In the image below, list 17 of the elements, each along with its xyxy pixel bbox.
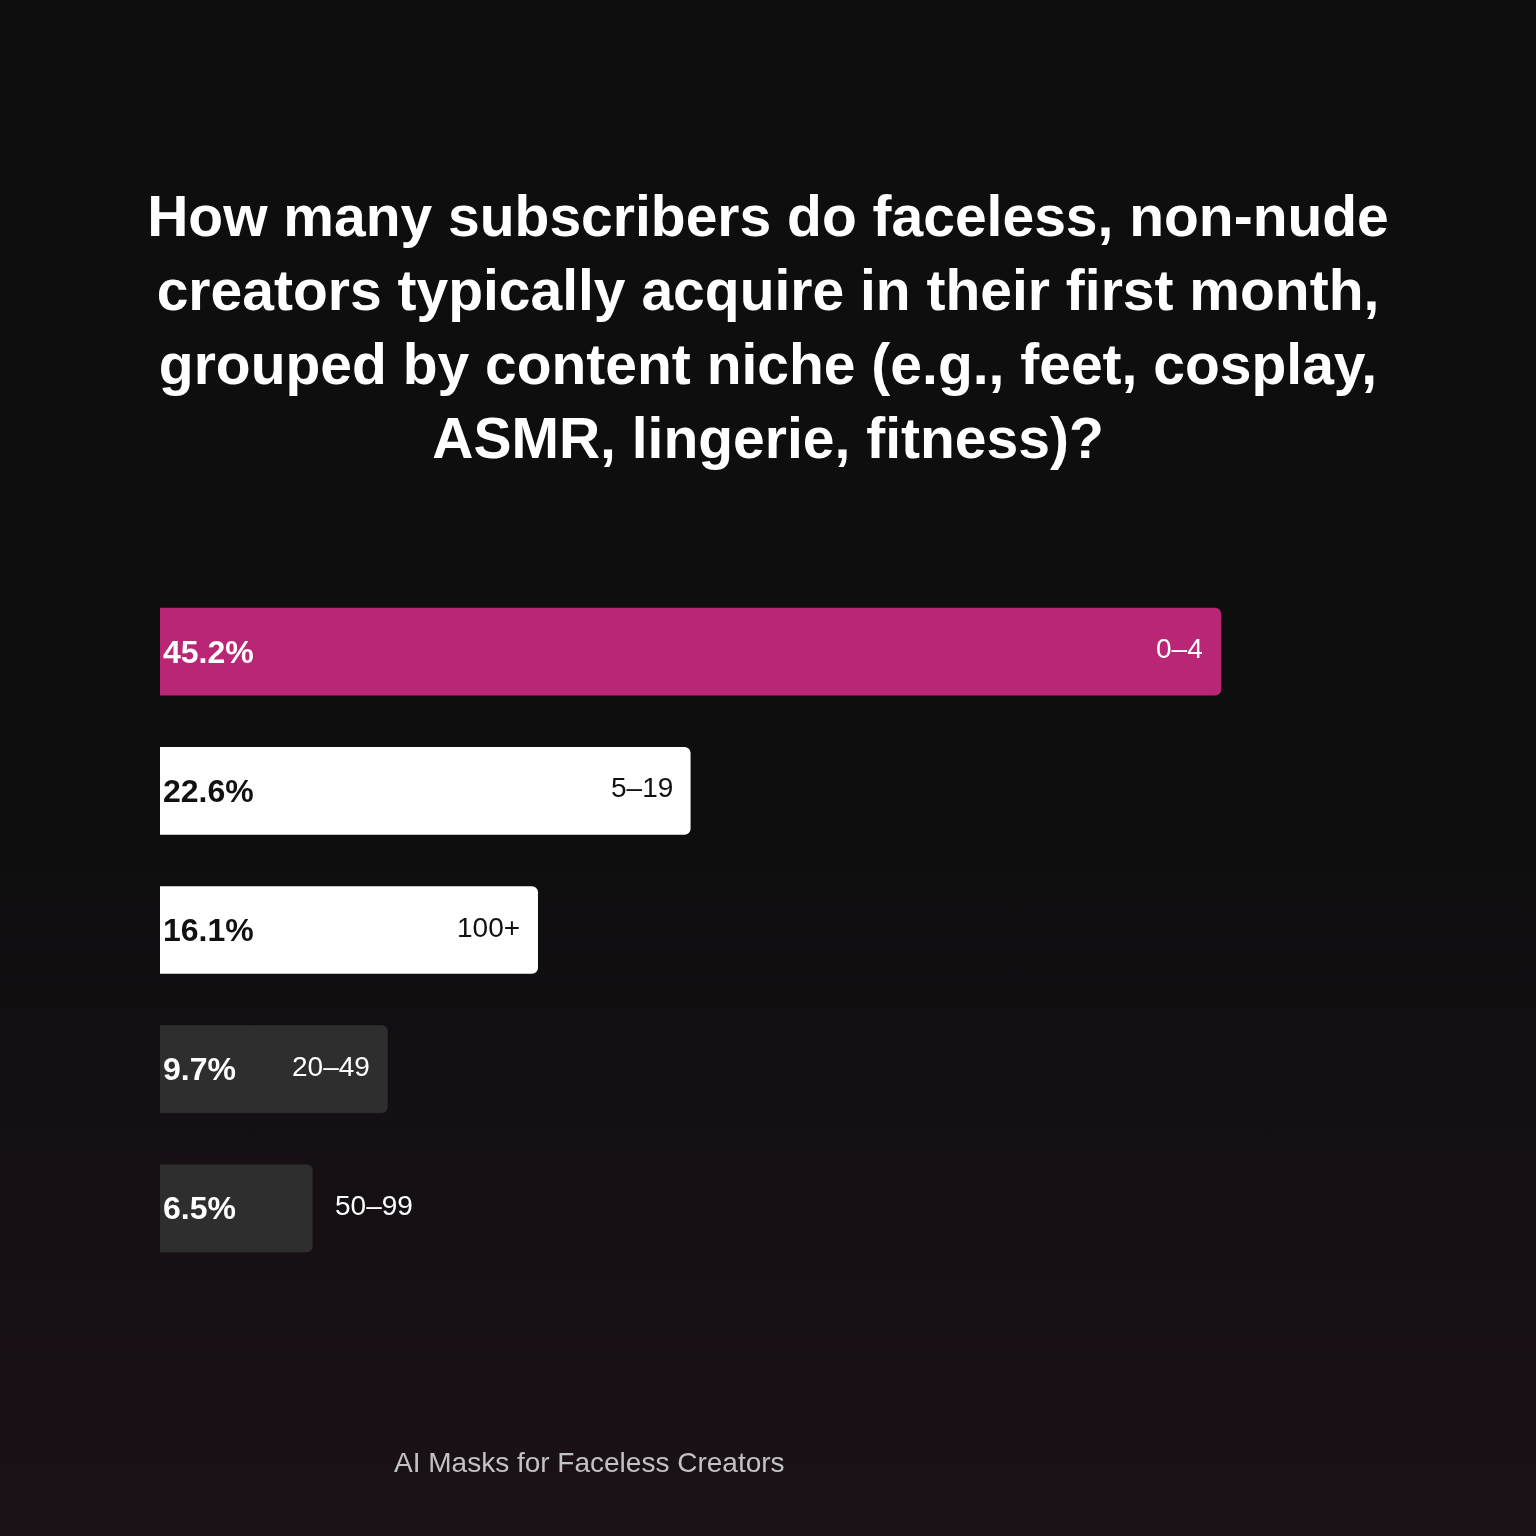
y-tick-label: 50–99: [335, 1190, 413, 1221]
bar: [160, 1025, 388, 1114]
data-label: 6.5%: [163, 1190, 236, 1227]
data-label: 9.7%: [163, 1051, 236, 1088]
bar: [160, 746, 691, 835]
bar: [160, 607, 1222, 696]
data-label: 45.2%: [163, 633, 254, 670]
chart-title: How many subscribers do faceless, non-nude creators typically acquire in their first month, grouped by content niche (e.g., feet, cosplay, ASMR, lingerie, fitness)?: [147, 184, 1389, 471]
y-tick-label: 20–49: [292, 1051, 370, 1082]
bar: [160, 886, 538, 974]
bar: [160, 1164, 313, 1253]
y-tick-label: 5–19: [611, 772, 674, 803]
y-tick-label: 100+: [457, 912, 521, 943]
data-label: 16.1%: [163, 912, 254, 948]
text: AI Masks for Faceless Creators: [394, 1447, 785, 1478]
y-tick-label: 0–4: [1156, 633, 1203, 664]
data-label: 22.6%: [163, 772, 254, 809]
